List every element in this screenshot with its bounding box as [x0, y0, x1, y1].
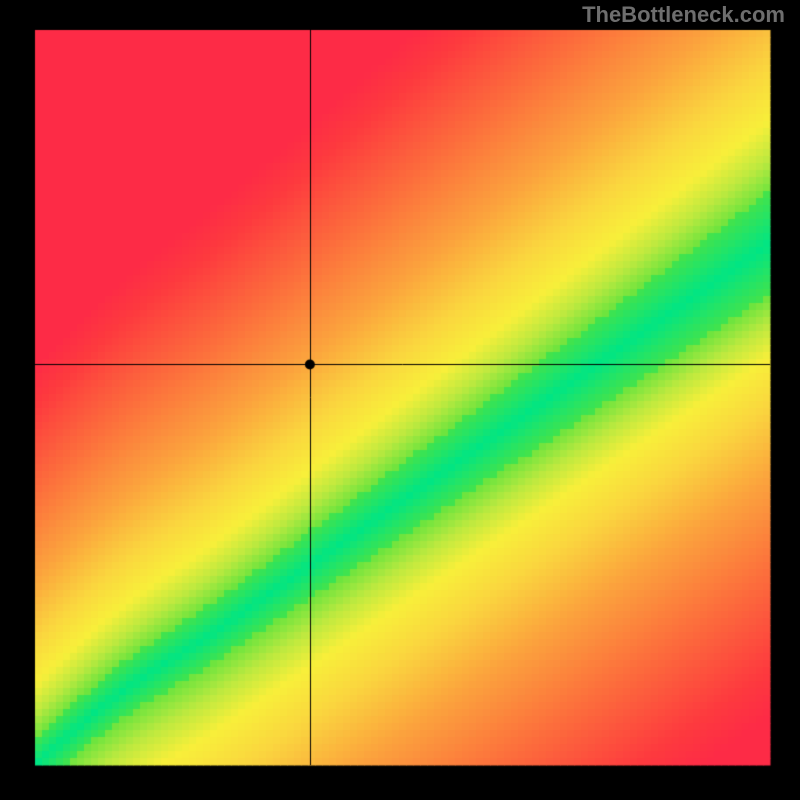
bottleneck-heatmap	[0, 0, 800, 800]
watermark-text: TheBottleneck.com	[582, 2, 785, 28]
